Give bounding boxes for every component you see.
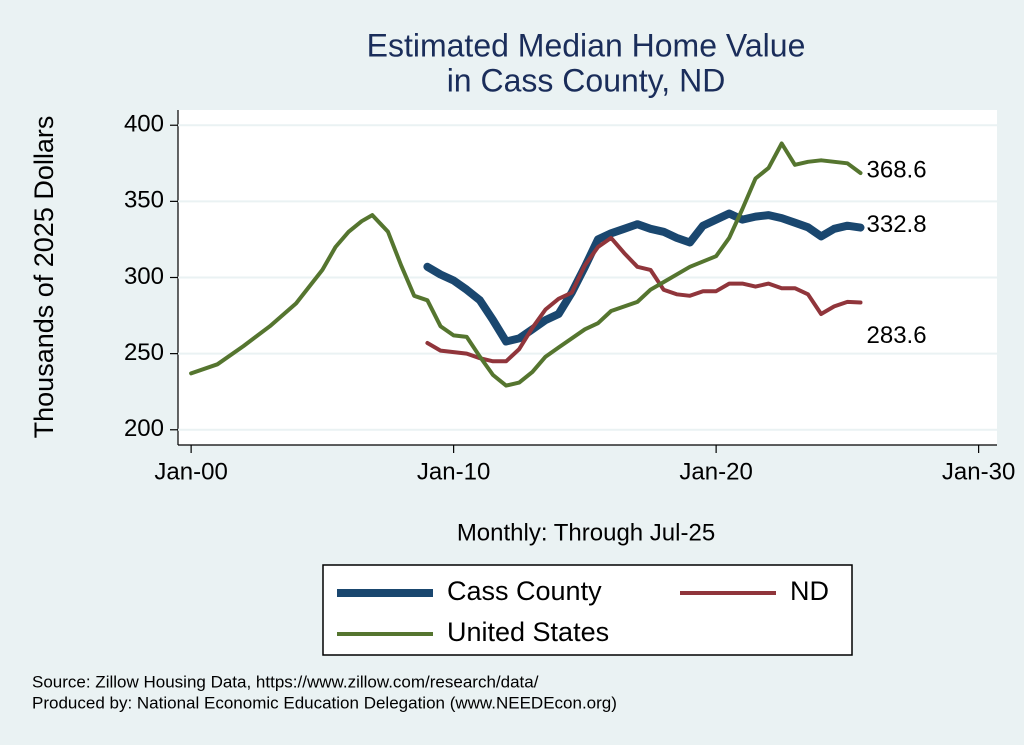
series-line <box>189 141 863 388</box>
y-tick-label: 200 <box>124 415 164 442</box>
end-label: 332.8 <box>867 211 927 238</box>
legend-box <box>322 564 853 656</box>
y-axis-label: Thousands of 2025 Dollars <box>29 116 59 439</box>
end-label: 368.6 <box>867 156 927 183</box>
legend-label: ND <box>790 576 829 606</box>
note: Source: Zillow Housing Data, https://www… <box>32 672 539 691</box>
series-line <box>423 209 865 346</box>
legend-label: Cass County <box>447 576 602 606</box>
series-line <box>425 235 863 364</box>
chart-title: Estimated Median Home Value <box>367 27 806 63</box>
x-tick-label: Jan-10 <box>417 458 490 485</box>
x-tick-label: Jan-20 <box>679 458 752 485</box>
note: Produced by: National Economic Education… <box>32 693 617 712</box>
y-tick-label: 250 <box>124 339 164 366</box>
end-label: 283.6 <box>867 322 927 349</box>
chart-title: in Cass County, ND <box>447 62 726 98</box>
x-axis-label: Monthly: Through Jul-25 <box>457 519 715 546</box>
y-tick-label: 400 <box>124 111 164 138</box>
y-tick-label: 350 <box>124 187 164 214</box>
y-tick-label: 300 <box>124 263 164 290</box>
x-tick-label: Jan-00 <box>154 458 227 485</box>
legend-label: United States <box>447 617 609 647</box>
x-tick-label: Jan-30 <box>942 458 1015 485</box>
